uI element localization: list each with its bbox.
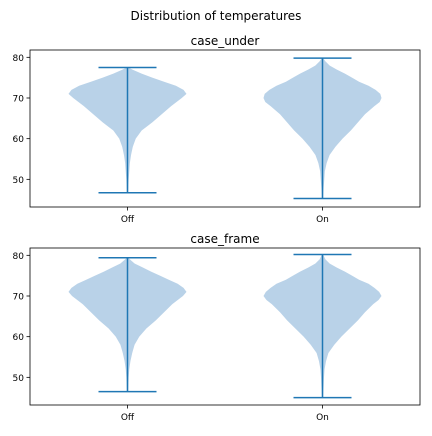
y-tick-label: 60 — [13, 333, 25, 343]
figure-suptitle: Distribution of temperatures — [131, 9, 302, 23]
x-tick-label: Off — [121, 413, 135, 423]
axes-frame — [29, 247, 421, 406]
y-tick-label: 70 — [13, 292, 25, 302]
y-tick-label: 50 — [13, 176, 25, 186]
subplot-case_under: case_under Off On 50 60 70 80 — [13, 34, 421, 225]
y-tick-label: 70 — [13, 94, 25, 104]
y-tick-label: 80 — [13, 252, 25, 262]
x-tick-label: On — [316, 413, 329, 423]
x-tick-label: On — [316, 215, 329, 225]
y-tick-label: 80 — [13, 54, 25, 64]
subplot-case_frame: case_frame Off On 50 60 70 80 — [13, 232, 421, 423]
y-tick-label: 60 — [13, 135, 25, 145]
x-tick-label: Off — [121, 215, 135, 225]
subplot-title: case_frame — [190, 232, 259, 246]
subplots: case_under Off On 50 60 70 80 case_frame Off On 50… — [13, 34, 421, 423]
subplot-title: case_under — [191, 34, 260, 48]
axes-frame — [29, 49, 421, 208]
y-tick-label: 50 — [13, 374, 25, 384]
